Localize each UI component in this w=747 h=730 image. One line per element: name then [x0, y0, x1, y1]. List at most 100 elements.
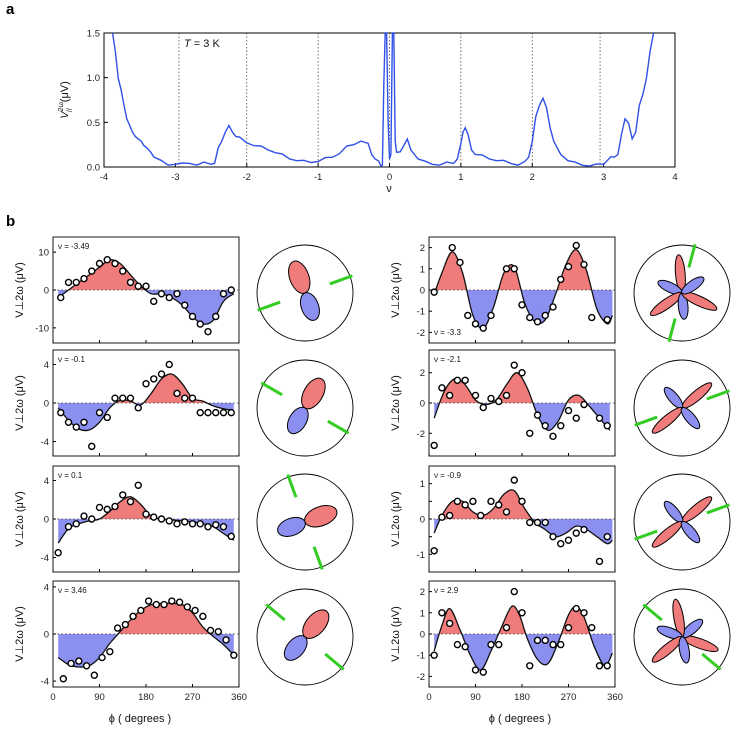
- panel-b7-point-2: [75, 657, 83, 665]
- panel-b6-point-1: [438, 513, 446, 521]
- panel-b5-point-19: [204, 523, 212, 531]
- panel-b3-point-16: [181, 394, 189, 402]
- panel-b3-point-3: [80, 418, 88, 426]
- panel-b6-ytick-label-2: 0: [420, 515, 425, 526]
- panel-b3-point-6: [103, 413, 111, 422]
- panel-b8-point-2: [445, 619, 454, 628]
- panel-b6-point-14: [541, 518, 549, 527]
- panel-b7-point-9: [129, 612, 137, 621]
- panel-b7-ytick-label-0: -4: [41, 677, 49, 688]
- panel-b2-point-8: [510, 265, 518, 273]
- svg-text:V2ω//(μV): V2ω//(μV): [58, 81, 74, 119]
- panel-b8-ytick-label-4: 2: [420, 587, 425, 598]
- panel-b5-point-9: [126, 497, 135, 506]
- panel-b4-ytick-label-0: -2: [417, 429, 425, 440]
- panel-b8-green-bar-1: [642, 603, 663, 622]
- panel-b1-negative-fill: [58, 290, 234, 325]
- panel-b6-point-5: [469, 497, 477, 506]
- panel-b6-polar-inset: [633, 473, 731, 571]
- panel-b6-point-21: [603, 532, 611, 541]
- panel-b5-negative-fill: [58, 519, 234, 544]
- panel-b2-positive-fill: [434, 249, 613, 290]
- panel-b5-point-14: [165, 517, 173, 525]
- panel-b8-point-17: [564, 623, 573, 632]
- bottom-xlabel-right: ϕ ( degrees ): [489, 713, 551, 725]
- panel-b3-point-15: [173, 389, 181, 398]
- panel-b5-point-17: [188, 520, 197, 528]
- panel-b6-annotation: ν = -0.9: [434, 471, 461, 480]
- panel-b7-negative-fill: [58, 634, 234, 668]
- panel-a-series-line: [111, 32, 655, 168]
- panel-b5-polar-inset: [256, 473, 354, 571]
- panel-b8-ytick-label-2: 0: [420, 630, 425, 641]
- panel-b2-point-17: [580, 260, 588, 269]
- panel-b8-ytick-label-1: -1: [417, 651, 425, 662]
- panel-b1-point-4: [88, 267, 96, 275]
- panel-b4-negative-fill: [434, 403, 610, 431]
- panel-b1-annotation: ν = -3.49: [58, 242, 90, 251]
- panel-b8-point-15: [549, 640, 557, 649]
- panel-b5-green-bar-1: [286, 474, 298, 498]
- panel-b1-point-12: [150, 297, 158, 306]
- panel-b7-point-14: [168, 597, 176, 605]
- panel-b3-point-10: [134, 404, 142, 412]
- panel-b6-point-9: [502, 508, 511, 516]
- panel-b2-point-10: [526, 313, 534, 322]
- panel-b8-point-8: [495, 640, 503, 649]
- panel-a-ylabel: V2ω//(μV): [58, 81, 74, 119]
- panel-b7-point-6: [106, 647, 114, 656]
- panel-b7-xtick-label-1: 90: [94, 692, 105, 703]
- panel-b1-green-bar-1: [257, 300, 281, 312]
- panel-b4-ytick-label-2: 2: [420, 368, 425, 379]
- panel-b1-point-3: [80, 274, 88, 283]
- panel-b6-green-bar-1: [634, 529, 658, 541]
- panel-b5-point-5: [95, 503, 104, 512]
- panel-b3-negative-fill: [58, 403, 234, 431]
- panel-b2-negative-fill: [434, 290, 613, 329]
- panel-b5-ytick-label-0: -4: [41, 553, 49, 564]
- panel-b6-point-2: [445, 511, 454, 520]
- panel-b7-point-3: [82, 662, 91, 670]
- panel-b2-point-14: [557, 275, 565, 284]
- panel-b3-point-8: [119, 394, 127, 402]
- panel-b7-point-8: [121, 620, 130, 629]
- panel-b4-ylabel: V⊥2ω (μV): [390, 375, 402, 431]
- panel-b1-point-17: [188, 312, 197, 321]
- panel-b8-ylabel: V⊥2ω (μV): [390, 606, 402, 662]
- panel-b2-point-19: [603, 315, 611, 324]
- panel-b8-point-22: [603, 662, 611, 670]
- panel-b4-point-8: [495, 397, 503, 406]
- panel-b8-point-18: [572, 604, 580, 613]
- panel-b-label: b: [6, 213, 15, 230]
- panel-b4-point-12: [526, 429, 534, 437]
- panel-b7-point-13: [160, 600, 168, 609]
- panel-b4-fit-curve: [433, 372, 611, 432]
- panel-b4-ytick-label-1: 0: [420, 399, 425, 410]
- panel-b5-ytick-label-1: 0: [44, 515, 49, 526]
- panel-b2-point-7: [502, 265, 511, 273]
- panel-b2-polar-inset: [633, 243, 731, 343]
- panel-b1-point-19: [204, 327, 212, 336]
- panel-b8-ytick-label-3: 1: [420, 608, 425, 619]
- panel-b8-point-5: [471, 666, 480, 674]
- panel-b3-point-14: [165, 360, 173, 369]
- panel-b3-point-17: [188, 394, 197, 402]
- panel-b2-point-11: [533, 318, 542, 326]
- panel-b7-point-19: [206, 626, 215, 635]
- panel-b5-point-8: [119, 491, 127, 499]
- panel-b3-annotation: ν = -0.1: [58, 355, 85, 364]
- panel-b1-polar-inset: [256, 244, 354, 342]
- panel-b5-point-0: [54, 549, 62, 557]
- panel-b2-lobe-5: [681, 276, 705, 295]
- panel-a-ytick-label-0: 0.0: [87, 163, 100, 174]
- panel-b2-ylabel: V⊥2ω (μV): [390, 262, 402, 318]
- panel-b7-point-11: [144, 597, 153, 605]
- panel-b7-ylabel: V⊥2ω (μV): [14, 606, 26, 662]
- panel-b4-point-6: [479, 403, 487, 412]
- panel-b8-polar-inset: [633, 588, 731, 686]
- panel-b3-polar-inset: [256, 359, 354, 457]
- panel-b6-point-0: [430, 547, 438, 555]
- panel-b3-point-13: [157, 370, 166, 378]
- panel-b4-point-18: [572, 414, 580, 422]
